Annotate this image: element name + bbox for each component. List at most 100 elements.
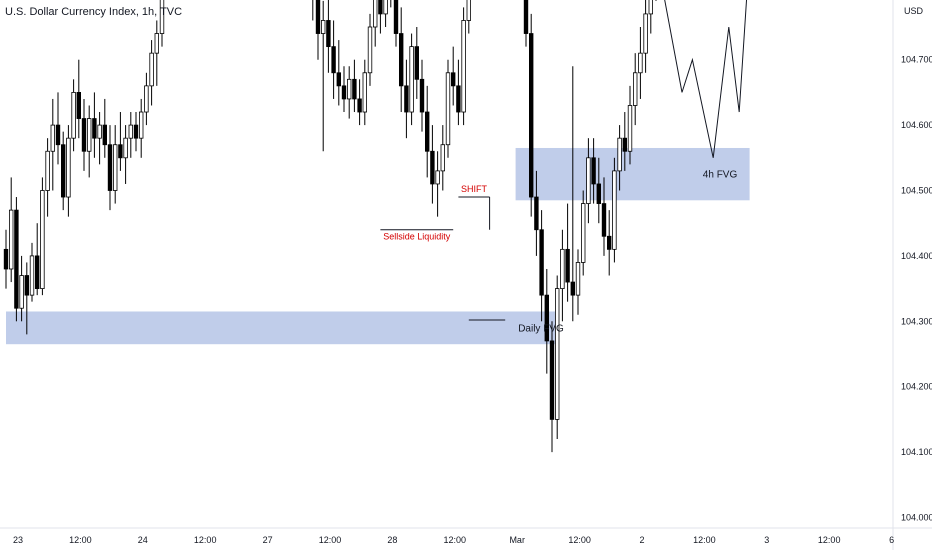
candle	[378, 0, 383, 34]
candle-body	[357, 98, 362, 113]
candle-body	[414, 46, 419, 80]
candle-body	[320, 20, 326, 34]
price-tick-label: 104.200	[901, 382, 932, 392]
candle-body	[617, 137, 622, 172]
candle	[383, 0, 388, 27]
candle-body	[383, 0, 388, 15]
candle	[534, 170, 539, 256]
candle-body	[55, 124, 61, 146]
candle-body	[643, 13, 648, 54]
sellside-liquidity-label: Sellside Liquidity	[383, 232, 451, 242]
candle	[29, 242, 35, 302]
candle	[61, 131, 66, 211]
candle	[346, 66, 352, 119]
candle-body	[3, 248, 9, 270]
time-axis: 23 12:00 24 12:00 27 12:00 28 12:00 Mar 12:00 2 12:…	[13, 535, 894, 545]
candle	[102, 98, 107, 158]
candle-body	[424, 111, 430, 152]
candle-body	[133, 124, 139, 139]
candle	[315, 0, 321, 60]
liquidity-level-layer	[380, 196, 506, 321]
candle-body	[398, 33, 404, 87]
candle-body	[612, 170, 617, 250]
candle	[138, 98, 144, 158]
candle	[601, 177, 607, 256]
candle	[638, 27, 643, 99]
shift-label: SHIFT	[461, 184, 488, 194]
candle	[655, 0, 657, 1]
candle-body	[50, 124, 55, 152]
candle-body	[8, 209, 14, 270]
candle	[424, 85, 430, 178]
candle	[555, 275, 560, 440]
price-tick-label: 104.500	[901, 186, 932, 196]
candle	[607, 210, 612, 276]
candle-body	[586, 157, 591, 204]
candle	[55, 92, 61, 165]
candle-body	[118, 144, 123, 159]
fvg-zone	[6, 311, 558, 345]
candle	[97, 112, 102, 165]
candle	[456, 59, 461, 126]
candle	[367, 13, 373, 86]
candle-body	[560, 248, 565, 290]
candle-body	[87, 118, 92, 152]
candle-body	[648, 0, 653, 15]
candle-body	[404, 85, 409, 113]
time-tick-label: 12:00	[194, 535, 217, 545]
candle-body	[539, 229, 544, 296]
candle-body	[565, 248, 570, 283]
candle-body	[466, 0, 471, 21]
candle	[393, 0, 399, 47]
candle	[440, 125, 445, 191]
annotation-layer: Buyside LiquiditySellside LiquiditySHIFT…	[383, 170, 737, 335]
candle	[24, 262, 29, 335]
candle-body	[601, 203, 607, 237]
time-tick-label: Mar	[509, 535, 525, 545]
candle	[450, 46, 456, 106]
candle	[50, 98, 55, 191]
candle-body	[346, 78, 352, 100]
candle	[149, 40, 154, 106]
candle-body	[138, 111, 144, 139]
candle-body	[326, 20, 331, 48]
candle-body	[92, 118, 97, 139]
candle-body	[24, 275, 29, 296]
candle-body	[29, 255, 35, 296]
candle-body	[45, 150, 50, 191]
candle-body	[456, 85, 461, 113]
candle	[19, 255, 24, 322]
candle	[596, 157, 601, 224]
candle	[622, 112, 627, 171]
candle-body	[331, 46, 336, 74]
candle-body	[315, 0, 321, 34]
candle-body	[362, 72, 367, 113]
candle-body	[461, 20, 466, 113]
candle-body	[159, 0, 165, 34]
candle-body	[154, 33, 159, 54]
candle-body	[570, 281, 575, 296]
time-tick-label: 24	[138, 535, 148, 545]
candle-body	[336, 72, 341, 87]
candle-body	[409, 46, 414, 113]
candle-body	[71, 92, 76, 139]
candle	[87, 105, 92, 178]
candle-body	[393, 0, 399, 34]
candle	[326, 0, 331, 73]
candle	[419, 59, 425, 132]
candle-body	[149, 52, 154, 87]
candle	[336, 40, 341, 106]
candle-body	[97, 124, 102, 139]
candle-body	[607, 235, 612, 250]
time-tick-label: 2	[639, 535, 644, 545]
daily-fvg-label: Daily FVG	[518, 323, 564, 334]
candle	[643, 0, 648, 73]
candle	[466, 0, 471, 34]
price-tick-label: 104.100	[901, 447, 932, 457]
candle	[128, 112, 133, 158]
candle-body	[638, 52, 643, 74]
candle-body	[529, 33, 534, 198]
candle-body	[123, 137, 128, 159]
candle-body	[113, 144, 118, 191]
